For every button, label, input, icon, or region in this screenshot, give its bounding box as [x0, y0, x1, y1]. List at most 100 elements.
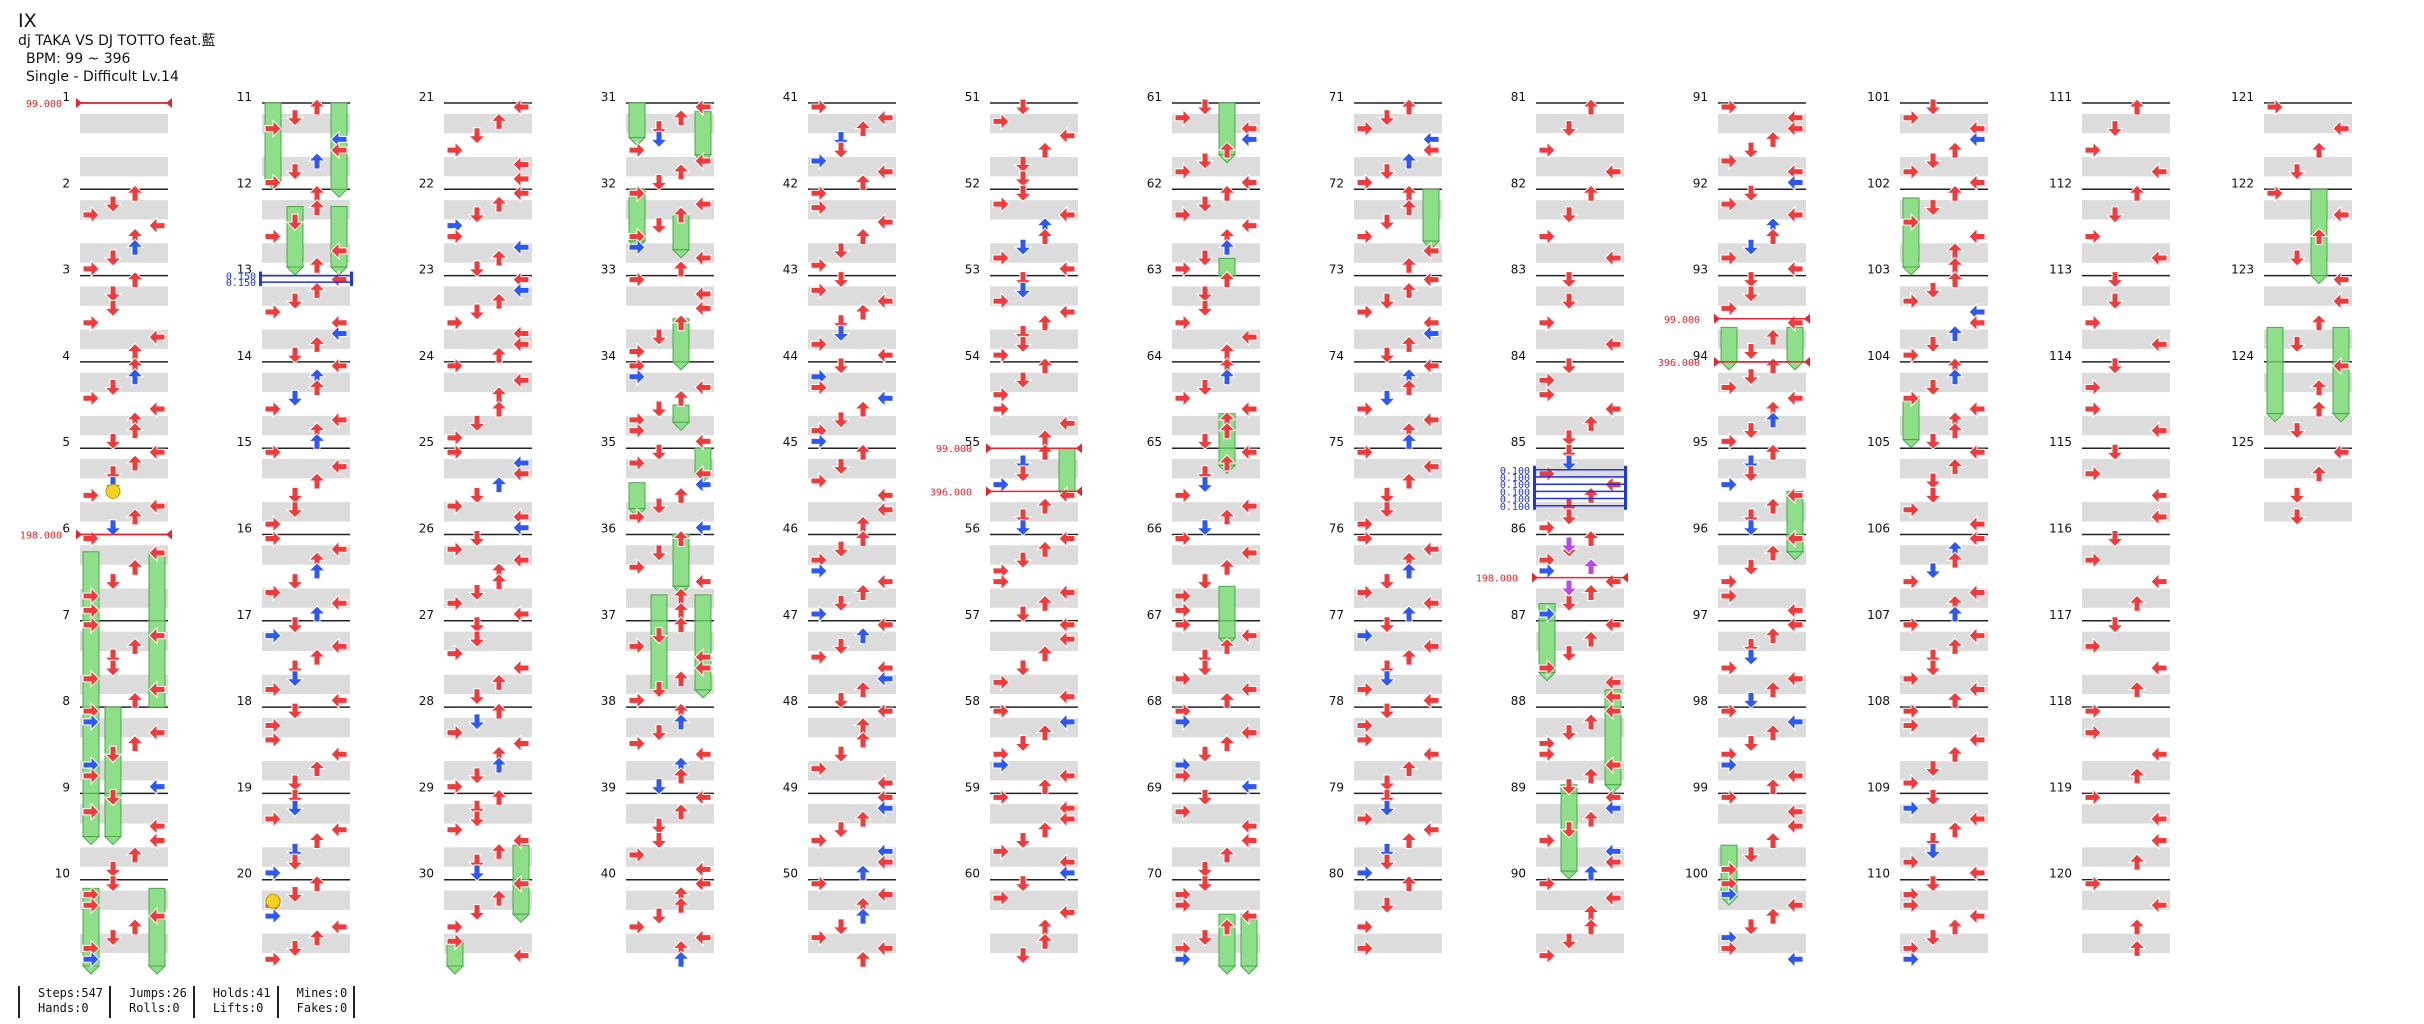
beat-band — [444, 847, 532, 867]
beat-band — [262, 545, 350, 565]
step-arrow — [1559, 271, 1579, 289]
step-arrow — [1923, 335, 1943, 354]
step-arrow — [1356, 302, 1374, 322]
step-arrow — [1377, 486, 1397, 505]
bpm-label: 99.000 — [936, 444, 972, 455]
step-arrow — [1741, 691, 1761, 710]
beat-band — [2082, 372, 2170, 393]
step-arrow — [671, 109, 691, 127]
beat-band — [808, 631, 896, 652]
step-arrow — [649, 217, 669, 235]
step-arrow — [1923, 659, 1943, 677]
step-arrow — [1902, 852, 1920, 872]
step-arrow — [992, 701, 1010, 721]
step-arrow — [2150, 248, 2168, 268]
step-arrow — [489, 249, 509, 267]
step-arrow — [1217, 558, 1237, 576]
step-arrow — [1945, 551, 1965, 569]
measure-number: 14 — [237, 349, 252, 363]
beat-band — [1718, 200, 1806, 220]
beat-band — [444, 502, 532, 522]
bpm-marker-arrow — [1076, 486, 1082, 497]
beat-band — [1900, 933, 1988, 954]
beat-band — [626, 588, 714, 608]
step-arrow — [446, 932, 464, 951]
step-arrow — [1604, 399, 1622, 419]
step-arrow — [694, 151, 712, 171]
bpm-marker-arrow — [1076, 443, 1082, 454]
beat-band — [2264, 156, 2352, 177]
beat-band — [990, 847, 1078, 867]
beat-band — [1172, 804, 1260, 824]
beat-band — [262, 588, 350, 608]
step-arrow — [148, 723, 166, 742]
hold-body — [148, 551, 166, 622]
beat-band — [808, 717, 896, 738]
measure-number: 99 — [1693, 780, 1708, 794]
beat-band — [808, 286, 896, 306]
step-arrow — [1902, 500, 1920, 519]
hold-body — [2332, 326, 2350, 363]
measure-number: 13 — [237, 263, 252, 277]
step-arrow — [103, 195, 123, 213]
step-arrow — [1013, 271, 1033, 289]
step-arrow — [1763, 723, 1783, 742]
step-arrow — [1240, 626, 1258, 645]
step-arrow — [831, 357, 851, 375]
step-arrow — [330, 637, 348, 656]
beat-band — [262, 933, 350, 954]
step-arrow — [1923, 199, 1943, 217]
beat-band — [990, 200, 1078, 220]
step-arrow — [1058, 302, 1076, 322]
step-arrow — [831, 821, 851, 839]
measure-number: 94 — [1693, 349, 1708, 363]
step-arrow — [1399, 831, 1419, 850]
step-arrow — [1035, 644, 1055, 663]
step-arrow — [1174, 486, 1192, 505]
beat-band — [626, 156, 714, 177]
step-arrow — [876, 852, 894, 872]
step-arrow — [1174, 313, 1192, 332]
step-arrow — [2105, 530, 2125, 548]
step-arrow — [1945, 421, 1965, 440]
step-arrow — [1195, 432, 1215, 451]
step-arrow — [1035, 314, 1055, 332]
step-arrow — [876, 212, 894, 232]
step-arrow — [1581, 767, 1601, 785]
step-arrow — [307, 472, 327, 490]
step-arrow — [649, 443, 669, 461]
beat-band — [1900, 286, 1988, 306]
hold-body — [694, 594, 712, 622]
beat-band — [2082, 847, 2170, 867]
beat-band — [808, 761, 896, 781]
step-arrow — [125, 558, 145, 576]
step-arrow — [330, 594, 348, 613]
bpm-label: 396.000 — [930, 487, 972, 498]
step-arrow — [1741, 343, 1761, 361]
beat-band — [80, 286, 168, 306]
step-arrow — [1581, 414, 1601, 432]
step-arrow — [330, 745, 348, 764]
step-arrow — [148, 496, 166, 516]
measure-number: 86 — [1511, 522, 1526, 536]
step-arrow — [103, 788, 123, 807]
step-arrow — [1013, 371, 1033, 389]
step-arrow — [1174, 108, 1192, 127]
stop-marker-cap — [1624, 487, 1627, 496]
step-arrow — [148, 543, 166, 563]
measure-number: 4 — [62, 349, 70, 363]
step-arrow — [1902, 162, 1920, 181]
beat-band — [808, 458, 896, 479]
beat-band — [1354, 761, 1442, 781]
step-arrow — [2105, 443, 2125, 461]
beat-band — [626, 113, 714, 134]
measure-number: 38 — [601, 694, 616, 708]
stop-label: 0.100 — [1500, 502, 1530, 513]
beat-band — [80, 415, 168, 436]
step-arrow — [1720, 299, 1738, 318]
step-arrow — [1217, 508, 1237, 526]
hold-end — [147, 965, 167, 975]
song-header: IX dj TAKA VS DJ TOTTO feat.藍 BPM: 99 ~ … — [18, 10, 215, 86]
beat-band — [444, 329, 532, 349]
